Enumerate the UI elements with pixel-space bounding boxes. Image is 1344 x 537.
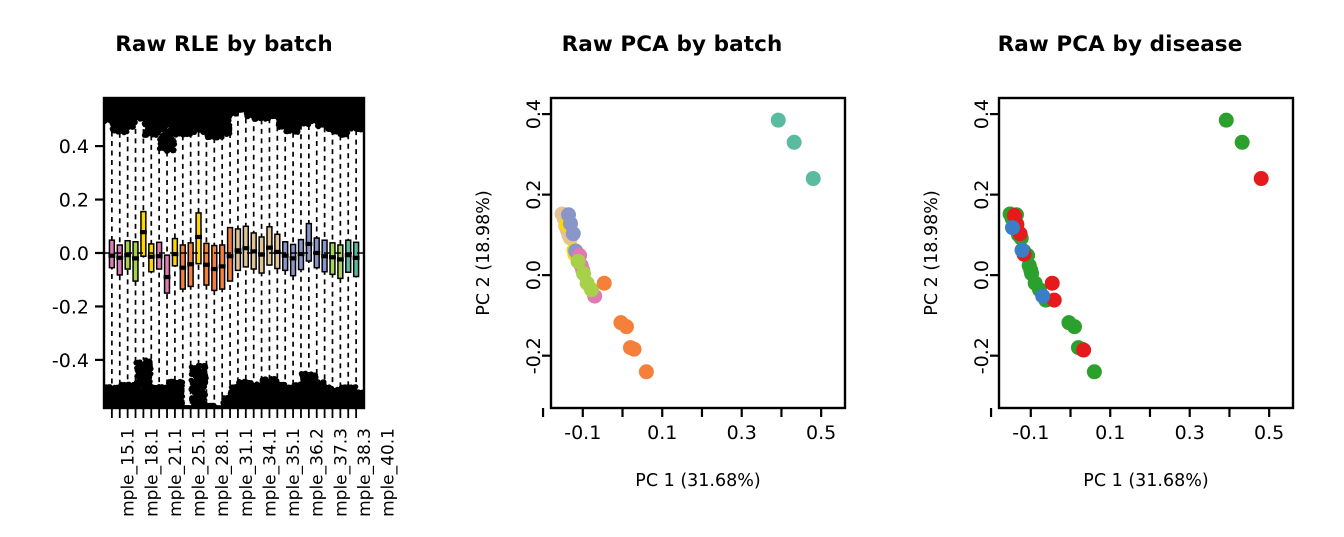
boxplot-outlier [204, 112, 210, 118]
boxplot-outlier [200, 380, 206, 386]
boxplot-outlier [157, 136, 163, 143]
boxplot-outlier [158, 395, 164, 401]
boxplot-outlier [159, 141, 165, 147]
boxplot-outlier [156, 116, 162, 123]
boxplot-outlier [153, 386, 160, 392]
boxplot-outlier [144, 110, 150, 116]
boxplot-outlier [191, 387, 197, 393]
boxplot-outlier [197, 120, 203, 127]
boxplot-outlier [141, 100, 147, 106]
boxplot-outlier [133, 379, 140, 386]
boxplot-outlier [193, 393, 199, 399]
boxplot-outlier [145, 380, 151, 386]
boxplot-outlier [175, 100, 181, 106]
boxplot-outlier [126, 109, 132, 115]
boxplot-rect [116, 244, 123, 276]
boxplot-outlier [191, 111, 197, 118]
boxplot-outlier [167, 139, 173, 145]
boxplot-outlier [188, 364, 194, 370]
boxplot-outlier [119, 128, 125, 134]
boxplot-outlier [119, 395, 126, 401]
boxplot-outlier [198, 389, 204, 395]
boxplot-outlier [109, 399, 115, 405]
boxplot-rect [163, 254, 171, 294]
boxplot-outlier [212, 116, 218, 122]
boxplot-outlier [125, 102, 131, 108]
boxplot-outlier [168, 393, 174, 400]
boxplot-outlier [158, 122, 164, 129]
boxplot-outlier [212, 125, 218, 132]
boxplot-outlier [180, 116, 186, 122]
boxplot-outlier [121, 103, 127, 110]
boxplot-outlier [145, 368, 151, 375]
boxplot-outlier [166, 383, 172, 390]
boxplot-outlier [143, 391, 150, 397]
boxplot-outlier [171, 400, 178, 406]
boxplot-outlier [221, 105, 227, 111]
boxplot-outlier [187, 126, 193, 133]
boxplot-outlier [171, 147, 177, 153]
boxplot-outlier [162, 133, 168, 139]
boxplot-outlier [189, 105, 195, 111]
panel-title-rle: Raw RLE by batch [115, 32, 333, 57]
boxplot-outlier [135, 367, 141, 373]
boxplot-outlier [112, 109, 118, 115]
boxplot-outlier [188, 396, 195, 402]
boxplot-outlier [194, 364, 201, 370]
rle-boxes-layer [104, 98, 364, 408]
boxplot-outlier [184, 110, 190, 117]
boxplot-outlier [143, 114, 149, 120]
boxplot-outlier [110, 99, 116, 105]
boxplot-outlier [133, 386, 139, 392]
boxplot-outlier [130, 114, 136, 121]
boxplot-outlier [141, 132, 148, 138]
boxplot-outlier [194, 378, 201, 384]
boxplot-outlier [173, 117, 179, 123]
boxplot-outlier [140, 374, 146, 380]
panel-raw-rle-by-batch: Raw RLE by batch -0.4 -0.2 0.0 0.2 0.4 mple_1… [0, 0, 448, 537]
boxplot-outlier [164, 128, 170, 134]
boxplot-outlier [149, 390, 155, 396]
boxplot-outlier [191, 117, 197, 124]
boxplot-outlier [165, 116, 171, 122]
boxplot-outlier [105, 102, 111, 108]
boxplot-outlier [119, 99, 125, 105]
boxplot-outlier [177, 397, 183, 403]
boxplot-outlier [126, 400, 133, 406]
boxplot-outlier [145, 373, 152, 379]
boxplot-rect [132, 241, 139, 282]
boxplot-outlier [158, 110, 164, 116]
boxplot-outlier [137, 98, 143, 104]
boxplot-outlier [112, 391, 118, 397]
boxplot-outlier [119, 114, 125, 120]
boxplot-outlier [118, 123, 124, 129]
boxplot-outlier [135, 372, 141, 378]
boxplot-outlier [150, 125, 156, 131]
boxplot-outlier [110, 122, 116, 128]
boxplot-outlier [150, 131, 157, 137]
boxplot-outlier [196, 126, 203, 132]
boxplot-outlier [123, 386, 129, 392]
boxplot-outlier [138, 391, 144, 398]
boxplot-outlier [220, 110, 226, 116]
boxplot-outlier [112, 105, 118, 112]
boxplot-outlier [214, 108, 220, 115]
boxplot-outlier [184, 106, 191, 112]
boxplot-outlier [224, 121, 230, 127]
boxplot-outlier [109, 385, 115, 392]
boxplot-outlier [138, 380, 144, 386]
boxplot-outlier [110, 128, 117, 134]
boxplot-outlier [141, 105, 147, 111]
boxplot-outlier [197, 369, 203, 375]
boxplot-outlier [173, 383, 179, 389]
boxplot-outlier [172, 111, 178, 117]
boxplot-outlier [130, 124, 136, 130]
boxplot-outlier [175, 390, 181, 396]
boxplot-outlier [190, 370, 196, 376]
boxplot-outlier [124, 121, 130, 127]
boxplot-outlier [118, 401, 124, 407]
